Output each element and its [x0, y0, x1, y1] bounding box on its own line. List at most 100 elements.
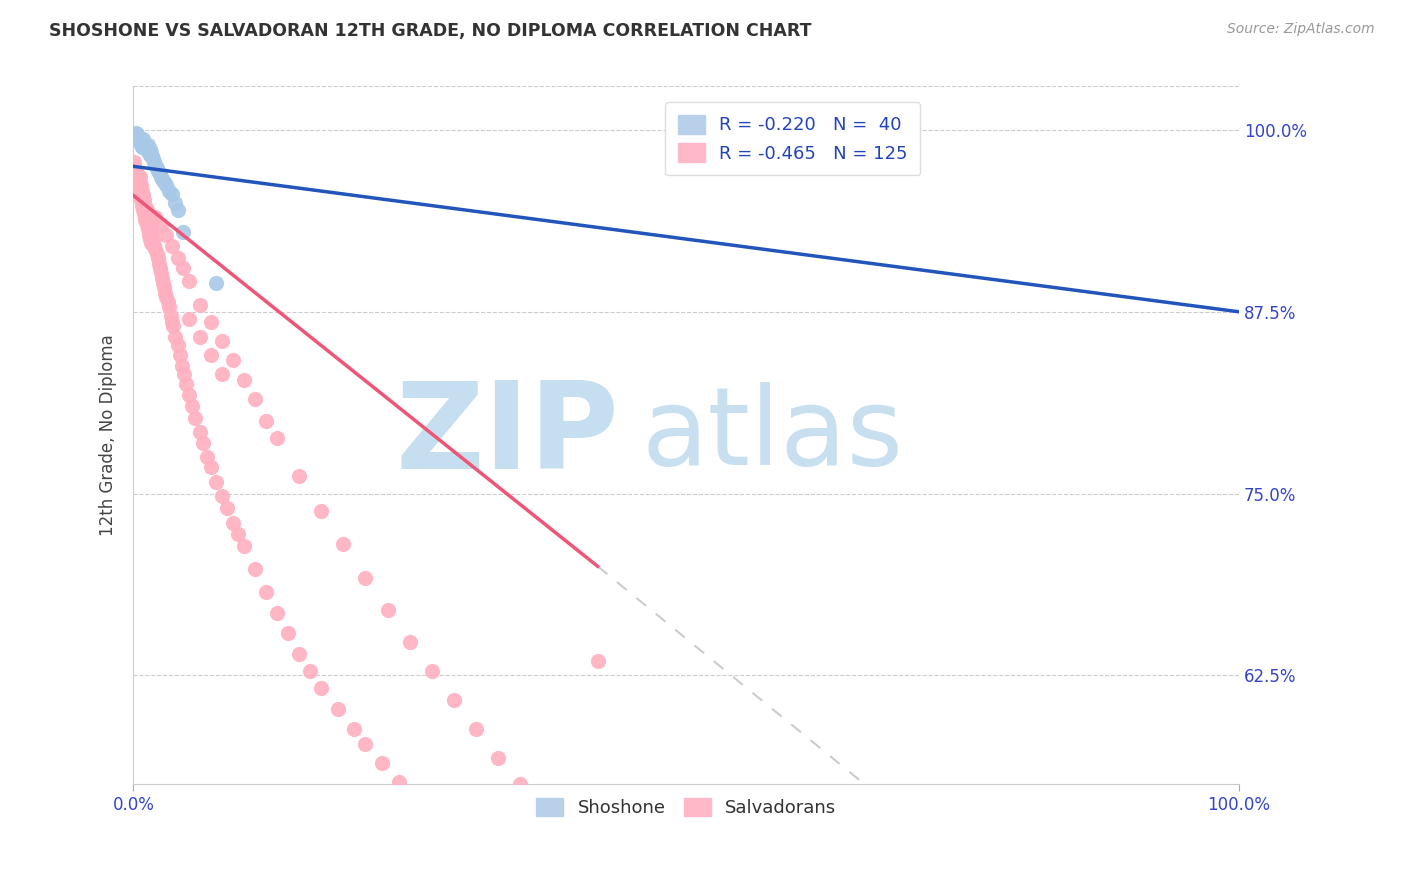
Point — [254, 585, 277, 599]
Point — [222, 352, 245, 367]
Point — [371, 756, 394, 770]
Point — [128, 174, 150, 188]
Point — [155, 290, 177, 304]
Point — [266, 431, 288, 445]
Point — [166, 338, 188, 352]
Point — [211, 368, 233, 382]
Point — [222, 516, 245, 530]
Point — [191, 435, 214, 450]
Point — [169, 348, 191, 362]
Point — [134, 136, 156, 150]
Point — [143, 155, 166, 169]
Point — [152, 276, 174, 290]
Point — [128, 133, 150, 147]
Point — [127, 128, 149, 143]
Point — [181, 400, 204, 414]
Point — [134, 139, 156, 153]
Point — [139, 232, 162, 246]
Point — [155, 227, 177, 242]
Point — [465, 722, 488, 736]
Point — [200, 315, 222, 329]
Point — [309, 504, 332, 518]
Point — [553, 828, 575, 842]
Point — [145, 211, 167, 225]
Point — [177, 387, 200, 401]
Text: Source: ZipAtlas.com: Source: ZipAtlas.com — [1227, 22, 1375, 37]
Point — [155, 178, 177, 193]
Point — [377, 603, 399, 617]
Point — [211, 334, 233, 348]
Point — [135, 218, 157, 232]
Point — [139, 218, 162, 232]
Point — [354, 571, 377, 585]
Point — [127, 169, 149, 184]
Point — [132, 132, 155, 146]
Point — [200, 348, 222, 362]
Point — [124, 169, 146, 184]
Point — [131, 184, 153, 198]
Point — [332, 537, 354, 551]
Point — [420, 664, 443, 678]
Point — [139, 147, 162, 161]
Point — [125, 174, 148, 188]
Point — [575, 853, 598, 867]
Point — [132, 202, 155, 217]
Point — [136, 222, 159, 236]
Point — [136, 137, 159, 152]
Point — [139, 225, 162, 239]
Point — [134, 213, 156, 227]
Point — [129, 193, 152, 207]
Point — [150, 172, 173, 186]
Point — [486, 751, 509, 765]
Point — [184, 411, 207, 425]
Point — [129, 137, 152, 152]
Point — [134, 199, 156, 213]
Point — [243, 562, 266, 576]
Point — [177, 274, 200, 288]
Point — [153, 175, 176, 189]
Point — [125, 130, 148, 145]
Point — [586, 654, 609, 668]
Point — [398, 635, 420, 649]
Point — [146, 163, 169, 178]
Point — [145, 161, 167, 175]
Point — [254, 414, 277, 428]
Y-axis label: 12th Grade, No Diploma: 12th Grade, No Diploma — [100, 334, 117, 536]
Point — [149, 167, 172, 181]
Text: atlas: atlas — [641, 383, 904, 489]
Point — [125, 167, 148, 181]
Point — [129, 135, 152, 149]
Point — [129, 132, 152, 146]
Point — [188, 297, 211, 311]
Point — [404, 792, 426, 806]
Point — [132, 188, 155, 202]
Point — [299, 664, 322, 678]
Point — [173, 368, 195, 382]
Point — [166, 251, 188, 265]
Point — [139, 146, 162, 161]
Point — [128, 181, 150, 195]
Point — [134, 207, 156, 221]
Point — [143, 239, 166, 253]
Point — [138, 213, 160, 227]
Point — [136, 207, 159, 221]
Point — [145, 246, 167, 260]
Point — [149, 169, 172, 184]
Point — [142, 152, 165, 166]
Point — [124, 163, 146, 178]
Point — [266, 606, 288, 620]
Point — [172, 261, 194, 276]
Point — [165, 329, 187, 343]
Point — [156, 294, 179, 309]
Point — [420, 809, 443, 823]
Point — [531, 804, 554, 818]
Point — [188, 425, 211, 440]
Point — [176, 377, 198, 392]
Point — [288, 647, 311, 661]
Text: SHOSHONE VS SALVADORAN 12TH GRADE, NO DIPLOMA CORRELATION CHART: SHOSHONE VS SALVADORAN 12TH GRADE, NO DI… — [49, 22, 811, 40]
Point — [149, 218, 172, 232]
Point — [354, 737, 377, 751]
Point — [205, 475, 228, 489]
Point — [166, 202, 188, 217]
Point — [125, 128, 148, 142]
